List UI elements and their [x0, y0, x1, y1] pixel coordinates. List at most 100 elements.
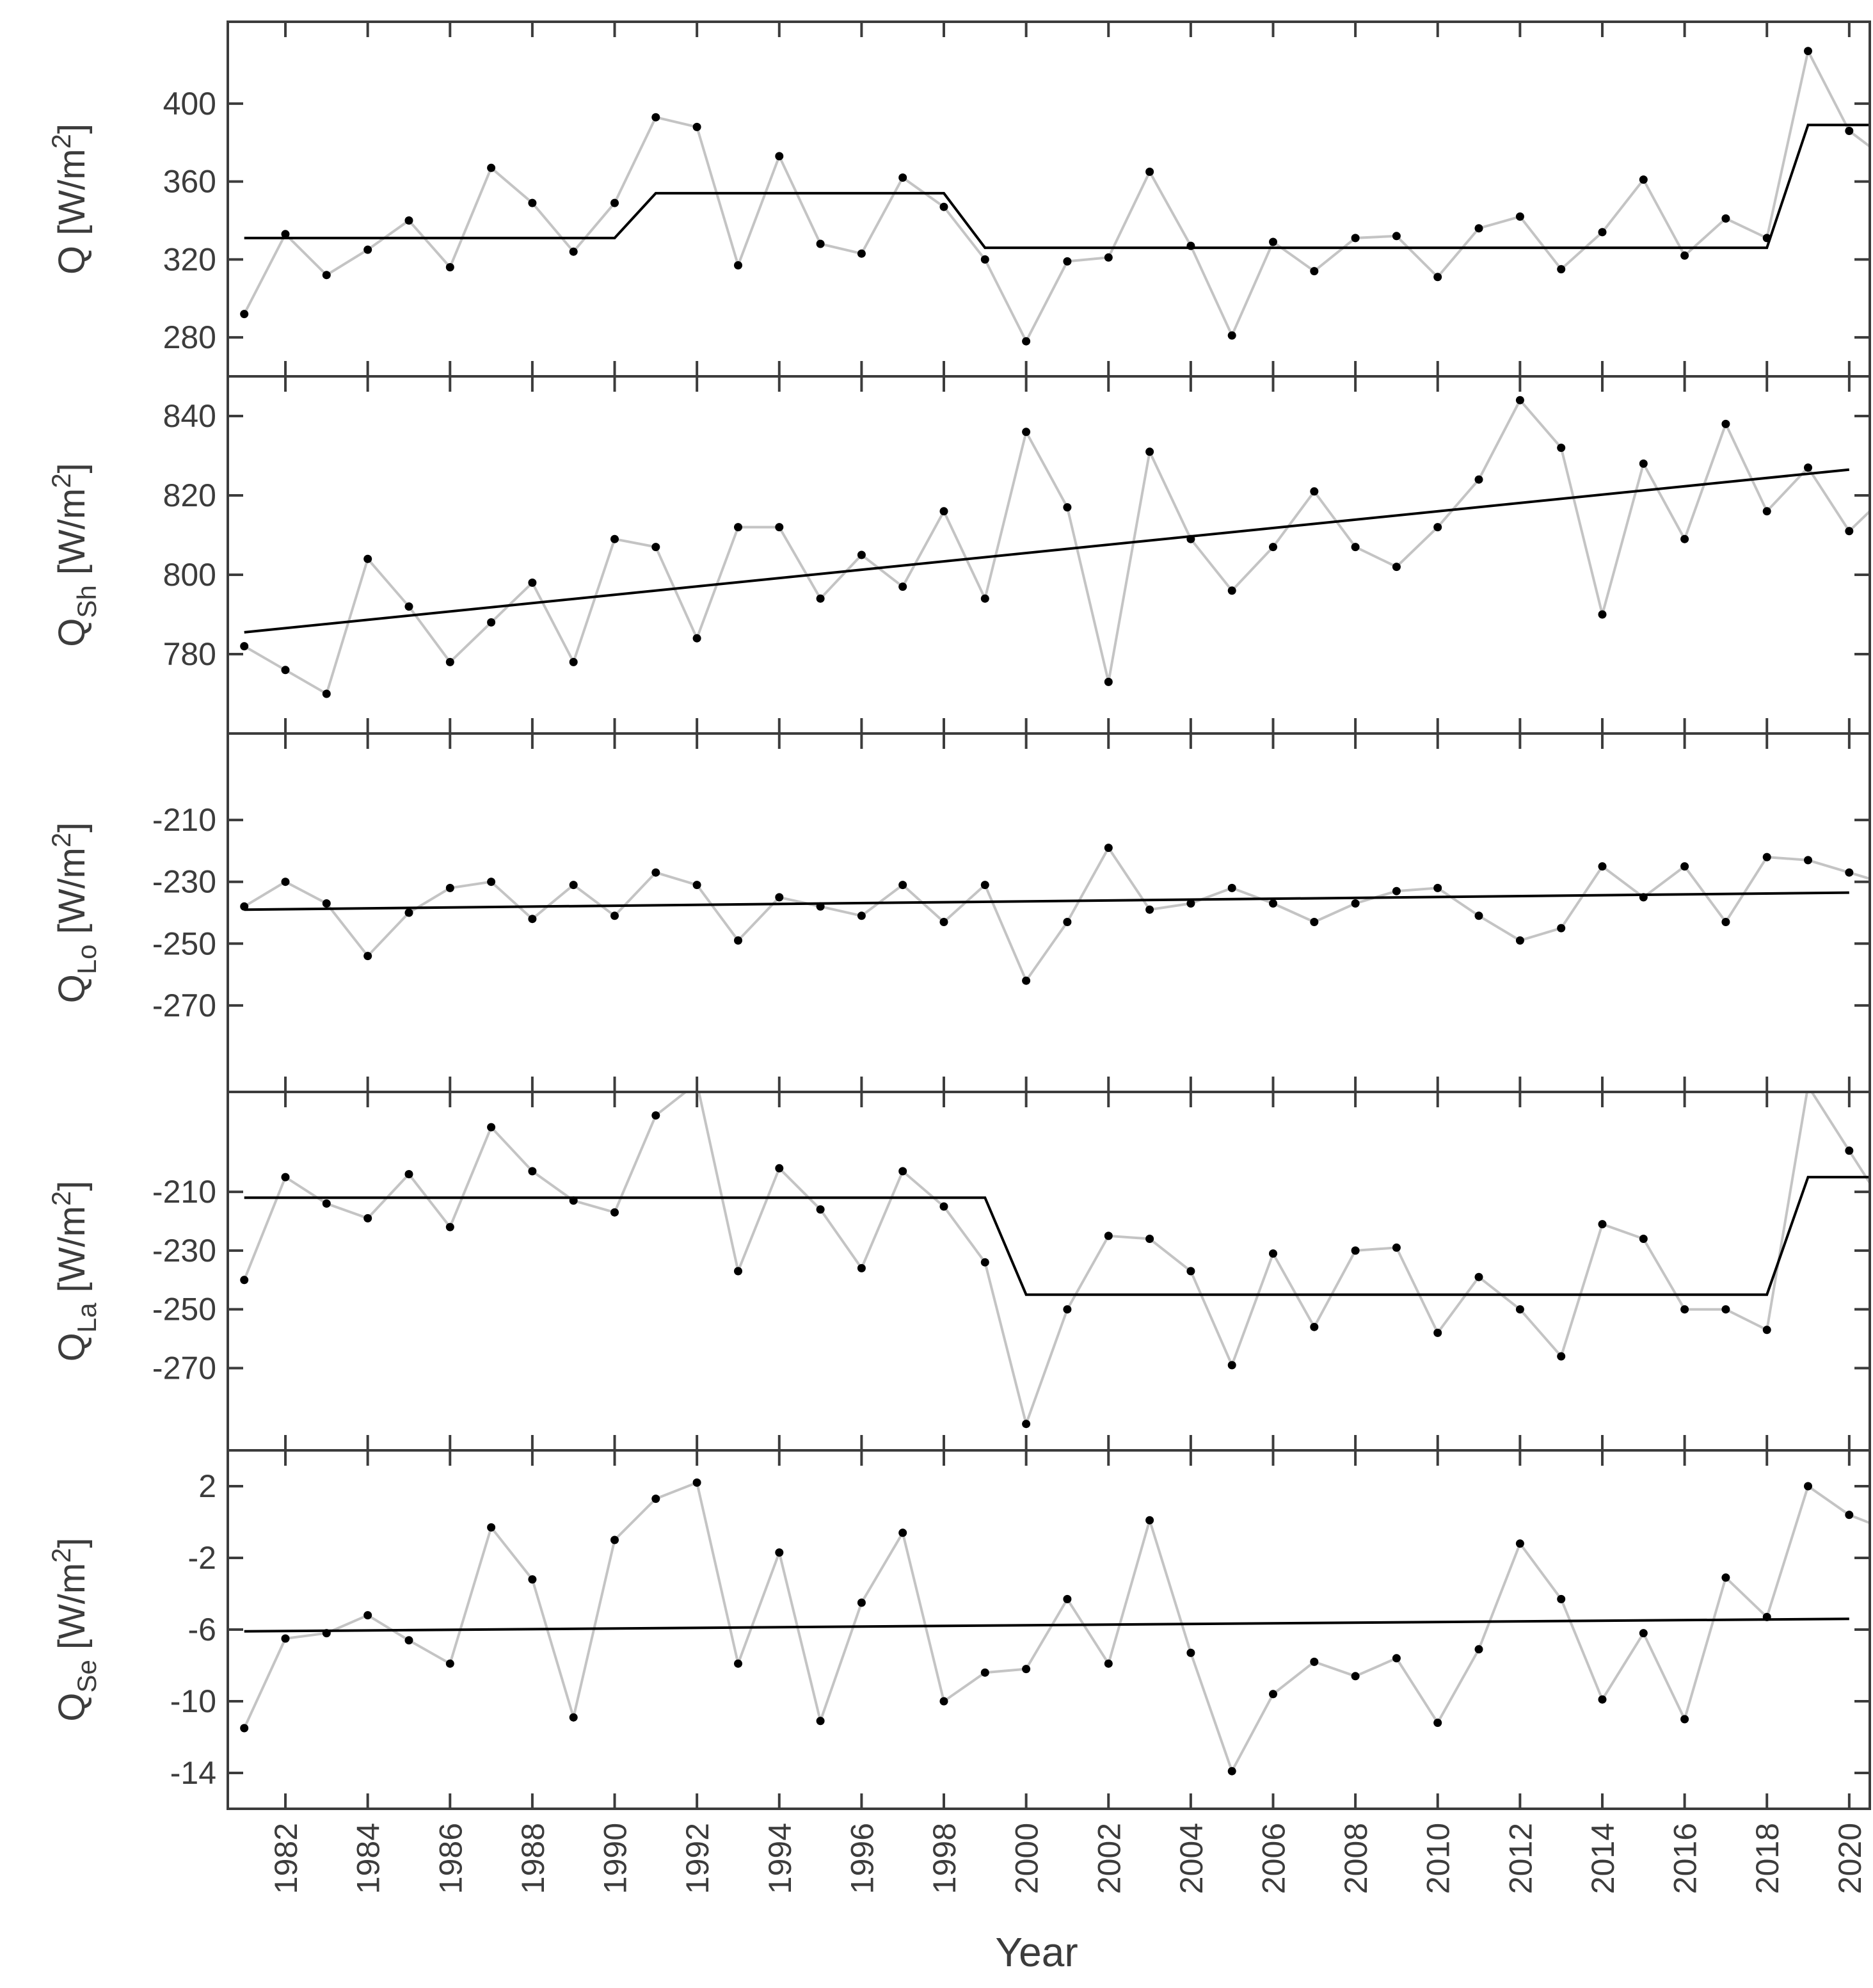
y-label-main: Q	[51, 1333, 93, 1361]
data-point	[939, 1697, 948, 1706]
data-point	[1515, 936, 1524, 945]
panel-frame	[227, 732, 1871, 1093]
data-point	[363, 554, 372, 563]
y-axis-label: QSh [W/m2]	[46, 463, 102, 646]
y-tick-label: -210	[152, 1174, 216, 1210]
data-point	[1433, 883, 1442, 892]
data-point	[651, 113, 660, 122]
data-point	[1845, 127, 1854, 135]
data-point	[240, 642, 249, 651]
data-point	[1721, 918, 1730, 926]
data-point	[1598, 1695, 1607, 1704]
observed-series-line	[243, 397, 1870, 696]
data-point	[1557, 924, 1566, 933]
data-point	[1474, 1645, 1483, 1654]
data-point	[939, 1202, 948, 1211]
data-point	[980, 1258, 989, 1267]
data-point	[898, 1167, 907, 1176]
panel-4: -210 -230 -250 -270 QLa [W/m2]	[46, 1091, 1871, 1452]
data-point	[240, 310, 249, 319]
data-point	[1721, 1305, 1730, 1314]
data-point	[651, 868, 660, 877]
data-point	[692, 122, 701, 131]
x-tick-label: 1996	[844, 1823, 880, 1894]
data-point	[1022, 1665, 1031, 1674]
data-point	[1433, 1328, 1442, 1337]
data-point	[1063, 918, 1072, 926]
data-point	[1145, 1235, 1154, 1243]
data-point	[569, 247, 578, 256]
y-label-subscript: Lo	[72, 945, 102, 975]
data-point	[898, 582, 907, 591]
data-point	[1227, 331, 1236, 340]
plot-area	[240, 47, 1870, 346]
panel-frame	[227, 1449, 1871, 1810]
data-point	[1310, 267, 1319, 276]
data-point	[322, 271, 331, 280]
data-point	[322, 899, 331, 908]
data-point	[1433, 523, 1442, 532]
x-tick-label: 2010	[1421, 1823, 1456, 1894]
y-axis-label: QLo [W/m2]	[46, 822, 102, 1004]
data-point	[1269, 1249, 1277, 1258]
data-point	[1721, 214, 1730, 223]
data-point	[445, 883, 454, 892]
data-point	[281, 666, 290, 675]
data-point	[1063, 503, 1072, 512]
data-point	[610, 1208, 619, 1217]
y-label-superscript: 2	[46, 833, 76, 847]
y-label-unit: [W/m	[51, 1563, 93, 1660]
data-point	[857, 1598, 866, 1607]
data-point	[1392, 563, 1401, 572]
data-point	[651, 1495, 660, 1503]
data-point	[1639, 175, 1648, 184]
data-point	[775, 1548, 784, 1557]
x-tick-label: 2020	[1832, 1823, 1868, 1894]
data-point	[528, 1575, 537, 1584]
panel-1: 280 320 360 400 Q [W/m2]	[46, 20, 1871, 378]
data-point	[322, 1629, 331, 1638]
data-point	[857, 911, 866, 920]
data-point	[487, 878, 496, 886]
data-point	[1680, 1305, 1689, 1314]
data-point	[1639, 893, 1648, 902]
data-point	[1762, 853, 1771, 862]
data-point	[692, 881, 701, 890]
panel-3: -210 -230 -250 -270 QLo [W/m2]	[46, 732, 1871, 1093]
y-tick-label: -10	[170, 1683, 216, 1719]
y-tick-label: -230	[152, 1233, 216, 1269]
data-point	[857, 1263, 866, 1272]
data-point	[610, 198, 619, 207]
data-point	[1762, 234, 1771, 243]
data-point	[1310, 918, 1319, 926]
y-label-close: ]	[51, 822, 93, 833]
data-point	[1351, 899, 1360, 908]
data-point	[1474, 224, 1483, 233]
data-point	[775, 152, 784, 161]
trend-line	[244, 1617, 1849, 1633]
x-tick-label: 1988	[515, 1823, 551, 1894]
data-point	[610, 911, 619, 920]
x-tick-label: 1984	[351, 1823, 387, 1894]
data-point	[363, 1214, 372, 1222]
data-point	[1392, 1654, 1401, 1663]
y-tick-label: 320	[163, 241, 216, 277]
observed-series-line	[243, 1092, 1870, 1429]
data-point	[528, 578, 537, 587]
data-point	[487, 163, 496, 172]
data-point	[528, 1167, 537, 1176]
panel-frame	[227, 1091, 1871, 1452]
data-point	[1227, 883, 1236, 892]
data-point	[980, 594, 989, 603]
data-point	[1515, 1305, 1524, 1314]
data-point	[734, 261, 742, 269]
y-tick-label: -250	[152, 926, 216, 961]
data-point	[404, 216, 413, 225]
data-point	[487, 1123, 496, 1132]
data-point	[1557, 1594, 1566, 1603]
data-point	[898, 173, 907, 182]
data-point	[734, 523, 742, 532]
y-label-superscript: 2	[46, 1191, 76, 1206]
data-point	[281, 878, 290, 886]
